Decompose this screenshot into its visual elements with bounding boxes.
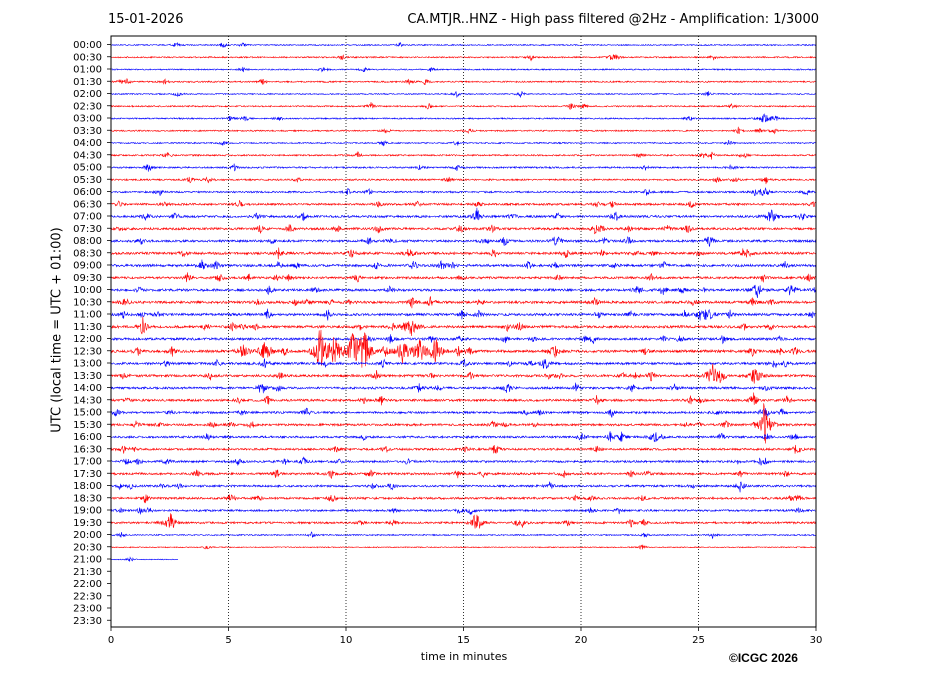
y-tick-label: 16:00 [73, 432, 102, 443]
y-tick-label: 22:30 [73, 591, 102, 602]
trace-0330 [110, 126, 817, 135]
y-tick-label: 04:00 [73, 138, 102, 149]
y-tick-label: 00:30 [73, 52, 102, 63]
trace-0930 [110, 272, 817, 283]
y-tick-label: 23:30 [73, 616, 102, 627]
trace-1600 [110, 431, 817, 443]
copyright-label: ©ICGC 2026 [729, 651, 798, 665]
x-tick-label: 30 [810, 635, 823, 646]
y-tick-label: 01:00 [73, 65, 102, 76]
y-tick-label: 12:00 [73, 334, 102, 345]
x-tick-label: 0 [108, 635, 114, 646]
y-tick-label: 15:00 [73, 408, 102, 419]
y-tick-label: 20:30 [73, 542, 102, 553]
y-tick-label: 05:30 [73, 175, 102, 186]
y-tick-label: 03:30 [73, 126, 102, 137]
y-tick-label: 02:00 [73, 89, 102, 100]
x-tick-label: 5 [225, 635, 231, 646]
y-tick-label: 20:00 [73, 530, 102, 541]
y-tick-label: 01:30 [73, 77, 102, 88]
y-tick-label: 19:30 [73, 518, 102, 529]
y-tick-label: 02:30 [73, 101, 102, 112]
y-tick-label: 22:00 [73, 579, 102, 590]
y-tick-label: 14:30 [73, 395, 102, 406]
y-tick-label: 23:00 [73, 604, 102, 615]
x-tick-label: 25 [692, 635, 705, 646]
trace-1700 [110, 456, 817, 466]
y-tick-label: 14:00 [73, 383, 102, 394]
y-axis-label: UTC (local time = UTC + 01:00) [49, 227, 65, 433]
x-tick-label: 15 [457, 635, 470, 646]
grid-lines [228, 36, 699, 627]
trace-1030 [110, 296, 817, 309]
y-tick-label: 07:30 [73, 224, 102, 235]
y-tick-label: 04:30 [73, 150, 102, 161]
y-tick-label: 19:00 [73, 506, 102, 517]
y-tick-label: 00:00 [73, 40, 102, 51]
y-tick-label: 21:00 [73, 555, 102, 566]
trace-1130 [110, 316, 817, 337]
y-tick-label: 15:30 [73, 420, 102, 431]
y-tick-label: 17:00 [73, 457, 102, 468]
y-tick-label: 16:30 [73, 444, 102, 455]
y-tick-label: 09:00 [73, 261, 102, 272]
trace-1430 [110, 392, 817, 406]
y-tick-label: 18:00 [73, 481, 102, 492]
y-tick-label: 08:30 [73, 248, 102, 259]
y-tick-label: 05:00 [73, 163, 102, 174]
y-tick-label: 18:30 [73, 493, 102, 504]
x-axis-label: time in minutes [420, 650, 508, 663]
y-tick-label: 06:30 [73, 199, 102, 210]
trace-1500 [110, 407, 817, 418]
x-tick-label: 10 [340, 635, 353, 646]
chart-title: CA.MTJR..HNZ - High pass filtered @2Hz -… [407, 12, 819, 27]
trace-0530 [110, 176, 817, 185]
date-label: 15-01-2026 [108, 12, 184, 27]
trace-0830 [110, 247, 817, 260]
y-tick-label: 07:00 [73, 212, 102, 223]
trace-0900 [110, 259, 817, 270]
y-tick-label: 06:00 [73, 187, 102, 198]
y-tick-label: 11:30 [73, 322, 102, 333]
x-axis: 0 5 10 15 20 25 30 [108, 627, 823, 646]
y-tick-label: 12:30 [73, 346, 102, 357]
y-tick-label: 09:30 [73, 273, 102, 284]
y-tick-label: 13:30 [73, 371, 102, 382]
y-tick-label: 08:00 [73, 236, 102, 247]
y-tick-label: 03:00 [73, 114, 102, 125]
y-tick-label: 10:30 [73, 297, 102, 308]
x-tick-label: 20 [575, 635, 588, 646]
y-tick-label: 13:00 [73, 359, 102, 370]
plot-background [111, 36, 816, 627]
trace-2100 [110, 556, 179, 562]
y-tick-label: 10:00 [73, 285, 102, 296]
y-tick-label: 11:00 [73, 310, 102, 321]
trace-1530 [110, 403, 817, 444]
trace-1200 [110, 334, 817, 345]
y-tick-label: 17:30 [73, 469, 102, 480]
y-tick-label: 21:30 [73, 567, 102, 578]
trace-1730 [110, 469, 817, 479]
trace-1000 [110, 284, 817, 299]
trace-0400 [110, 139, 817, 147]
